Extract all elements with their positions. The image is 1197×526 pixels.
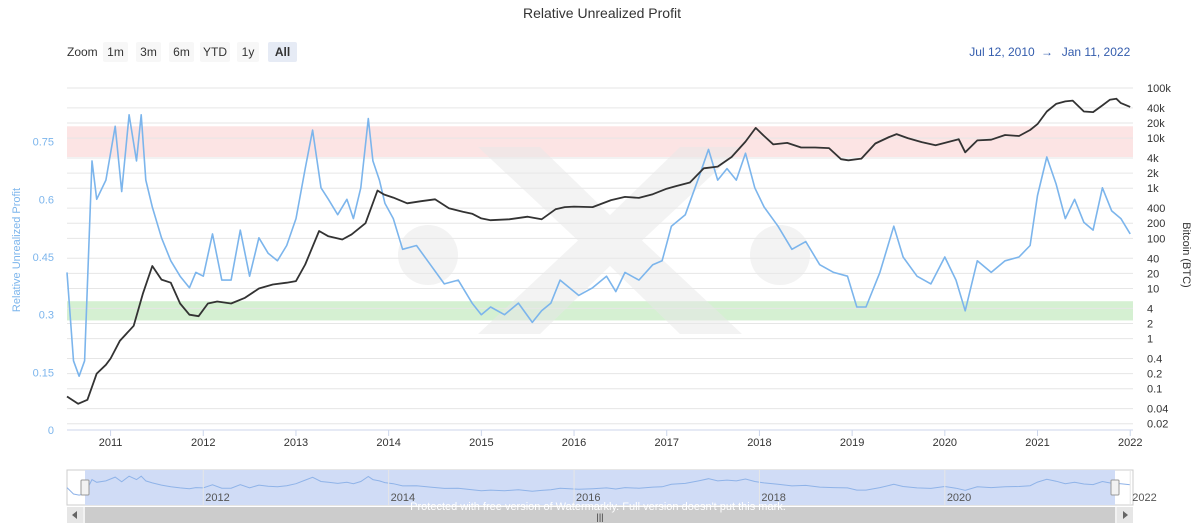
to-date[interactable]: Jan 11, 2022 xyxy=(1062,45,1131,59)
left-tick-label: 0.75 xyxy=(33,137,54,149)
right-tick-label: 2k xyxy=(1147,168,1159,180)
zoom-button-label[interactable]: YTD xyxy=(203,45,227,59)
series-group xyxy=(66,97,1131,405)
series-line-bitcoin-price xyxy=(66,97,1131,405)
zoom-button-all[interactable]: All xyxy=(268,42,297,62)
zoom-button-label[interactable]: 3m xyxy=(140,45,157,59)
right-tick-label: 10 xyxy=(1147,283,1159,295)
right-tick-label: 20 xyxy=(1147,268,1159,280)
series-line-relative-unrealized-profit xyxy=(66,114,1131,378)
right-tick-label: 2 xyxy=(1147,318,1153,330)
right-tick-label: 200 xyxy=(1147,218,1165,230)
right-tick-label: 1k xyxy=(1147,183,1159,195)
x-tick-label: 2018 xyxy=(747,437,771,449)
x-tick-label: 2017 xyxy=(654,437,678,449)
zoom-button-bg[interactable] xyxy=(103,42,128,62)
navigator[interactable]: 2012 2014 2016 2018 2020 2022 xyxy=(66,469,1157,506)
zoom-button-6m[interactable]: 6m xyxy=(169,42,194,62)
date-arrow: → xyxy=(1041,45,1053,59)
right-tick-label: 10k xyxy=(1147,133,1165,145)
x-tick-label: 2016 xyxy=(562,437,586,449)
chevron-left-icon xyxy=(72,511,77,519)
left-axis: 0 0.15 0.3 0.45 0.6 0.75 xyxy=(33,137,54,437)
scrollbar-grip-icon: ||| xyxy=(596,512,603,522)
zoom-button-bg[interactable] xyxy=(200,42,230,62)
chevron-right-icon xyxy=(1123,511,1128,519)
left-tick-label: 0.15 xyxy=(33,367,54,379)
navigator-handle-right[interactable] xyxy=(1110,479,1120,496)
zoom-button-bg[interactable] xyxy=(136,42,161,62)
right-tick-label: 1 xyxy=(1147,334,1153,346)
zoom-button-1m[interactable]: 1m xyxy=(103,42,128,62)
zoom-buttons: 1m 3m 6m YTD 1y All xyxy=(103,42,297,62)
navigator-label: 2016 xyxy=(576,492,600,504)
navigator-label: 2020 xyxy=(947,492,971,504)
from-date[interactable]: Jul 12, 2010 xyxy=(969,45,1035,59)
zoom-button-bg[interactable] xyxy=(237,42,259,62)
right-tick-label: 0.1 xyxy=(1147,384,1162,396)
navigator-label: 2012 xyxy=(205,492,229,504)
left-tick-label: 0.45 xyxy=(33,252,54,264)
zoom-button-1y[interactable]: 1y xyxy=(237,42,259,62)
left-tick-label: 0 xyxy=(48,425,54,437)
x-tick-label: 2015 xyxy=(469,437,493,449)
right-tick-label: 40 xyxy=(1147,253,1159,265)
right-tick-label: 0.2 xyxy=(1147,369,1162,381)
left-axis-title: Relative Unrealized Profit xyxy=(11,188,23,312)
zoom-button-label[interactable]: 1y xyxy=(242,45,255,59)
navigator-label: 2022 xyxy=(1132,492,1156,504)
zoom-button-bg[interactable] xyxy=(169,42,194,62)
zoom-button-label[interactable]: 1m xyxy=(107,45,124,59)
watermark-text: Protected with free version of Watermark… xyxy=(410,501,786,513)
range-selector: Zoom 1m 3m 6m YTD 1y All Jul 12, 2010 → Jan 1… xyxy=(67,42,1131,62)
navigator-handle-left[interactable] xyxy=(80,479,90,496)
navigator-label: 2018 xyxy=(761,492,785,504)
scrollbar-thumb[interactable] xyxy=(85,507,1115,523)
zoom-label: Zoom xyxy=(67,45,98,59)
plot-band-1 xyxy=(67,301,1133,321)
x-tick-label: 2022 xyxy=(1118,437,1142,449)
right-tick-label: 20k xyxy=(1147,118,1165,130)
scrollbar[interactable]: ||| xyxy=(67,507,1133,523)
zoom-button-label[interactable]: All xyxy=(275,45,290,59)
x-axis: 2011 2012 2013 2014 2015 2016 2017 2018 2019 2020… xyxy=(67,429,1142,449)
right-tick-label: 4k xyxy=(1147,153,1159,165)
right-tick-label: 100 xyxy=(1147,233,1165,245)
watermark-logo xyxy=(398,147,810,334)
x-tick-label: 2011 xyxy=(99,437,123,449)
right-axis: 0.02 0.04 0.1 0.2 0.4 1 2 4 10 20 40 100 200 400 1k 2k 4… xyxy=(1147,83,1171,431)
right-tick-label: 4 xyxy=(1147,303,1153,315)
x-tick-label: 2020 xyxy=(933,437,957,449)
x-tick-label: 2019 xyxy=(840,437,864,449)
x-tick-label: 2021 xyxy=(1025,437,1049,449)
navigator-selection[interactable] xyxy=(85,470,1115,505)
left-tick-label: 0.3 xyxy=(39,310,54,322)
right-tick-label: 0.02 xyxy=(1147,419,1168,431)
zoom-button-ytd[interactable]: YTD xyxy=(200,42,230,62)
navigator-series-line xyxy=(66,475,1131,496)
right-tick-label: 40k xyxy=(1147,103,1165,115)
right-tick-label: 0.04 xyxy=(1147,404,1168,416)
zoom-button-label[interactable]: 6m xyxy=(173,45,190,59)
navigator-label: 2014 xyxy=(391,492,415,504)
x-tick-label: 2012 xyxy=(191,437,215,449)
right-tick-label: 400 xyxy=(1147,203,1165,215)
right-tick-label: 100k xyxy=(1147,83,1171,95)
plot-band-0 xyxy=(67,126,1133,158)
x-tick-label: 2014 xyxy=(376,437,400,449)
zoom-button-bg[interactable] xyxy=(268,42,297,62)
zoom-button-3m[interactable]: 3m xyxy=(136,42,161,62)
x-tick-label: 2013 xyxy=(284,437,308,449)
chart-title: Relative Unrealized Profit xyxy=(523,5,681,21)
right-tick-label: 0.4 xyxy=(1147,354,1162,366)
left-tick-label: 0.6 xyxy=(39,194,54,206)
right-axis-title: Bitcoin (BTC) xyxy=(1180,222,1192,287)
